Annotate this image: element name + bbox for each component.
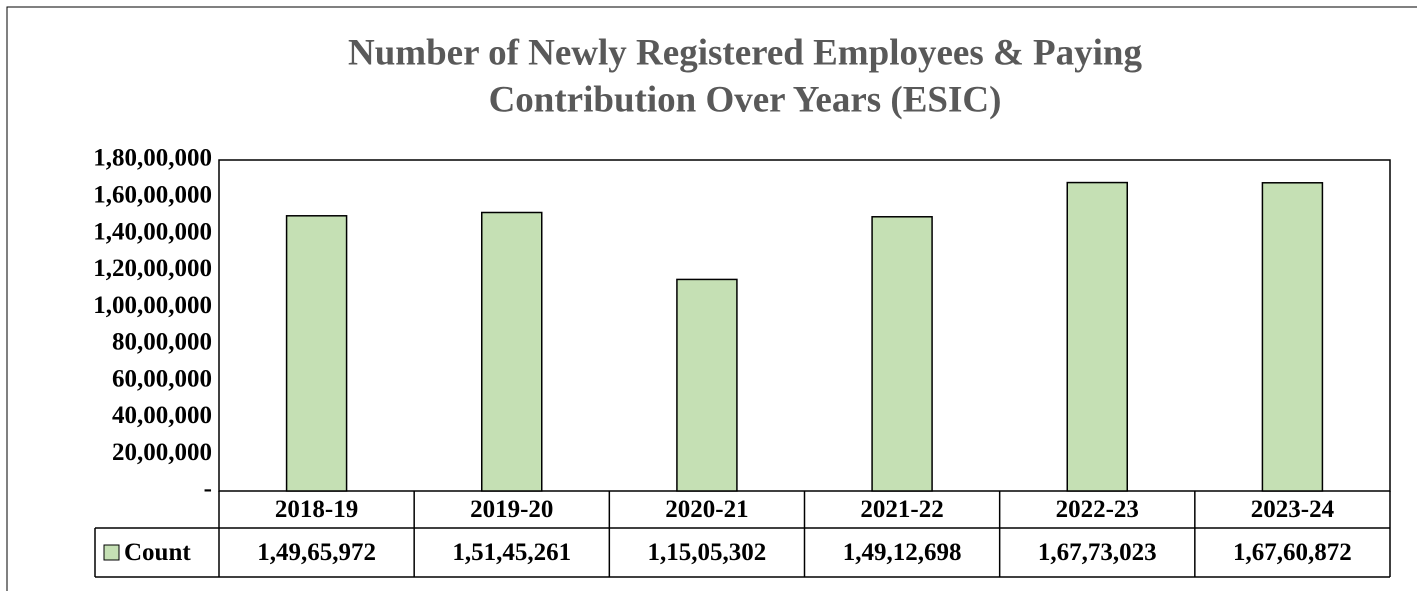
- x-tick-label: 2019-20: [470, 496, 553, 523]
- plot-area: [218, 159, 1391, 492]
- table-value: 1,51,45,261: [452, 539, 571, 566]
- x-tick-label: 2023-24: [1251, 496, 1335, 523]
- x-tick-label: 2018-19: [275, 496, 358, 523]
- y-tick-label: 20,00,000: [112, 439, 212, 466]
- bar: [285, 215, 348, 492]
- bar: [676, 278, 738, 492]
- table-value: 1,67,60,872: [1233, 539, 1352, 566]
- chart-title: Contribution Over Years (ESIC): [489, 79, 1002, 120]
- bar: [481, 211, 543, 492]
- y-tick-label: 1,00,00,000: [93, 292, 212, 319]
- y-tick-label: 40,00,000: [112, 402, 212, 429]
- y-tick-label: 60,00,000: [112, 365, 212, 392]
- x-tick-label: 2022-23: [1056, 496, 1139, 523]
- y-tick-label: 1,60,00,000: [93, 182, 212, 209]
- table-value: 1,49,12,698: [843, 539, 962, 566]
- legend-label: Count: [124, 539, 191, 566]
- bar: [871, 216, 933, 492]
- bar: [1066, 181, 1128, 492]
- x-tick-label: 2021-22: [860, 496, 943, 523]
- legend-swatch: [103, 544, 120, 561]
- y-tick-label: 1,80,00,000: [93, 145, 212, 172]
- x-tick-label: 2020-21: [665, 496, 748, 523]
- y-tick-label: 1,20,00,000: [93, 255, 212, 282]
- y-tick-label: 80,00,000: [112, 329, 212, 356]
- table-value: 1,15,05,302: [648, 539, 767, 566]
- chart-border: [6, 6, 1417, 591]
- table-value: 1,49,65,972: [257, 539, 376, 566]
- y-tick-label: 1,40,00,000: [93, 218, 212, 245]
- y-tick-label: -: [204, 476, 212, 503]
- table-value: 1,67,73,023: [1038, 539, 1157, 566]
- chart-title: Number of Newly Registered Employees & P…: [348, 32, 1143, 73]
- bar: [1261, 182, 1324, 492]
